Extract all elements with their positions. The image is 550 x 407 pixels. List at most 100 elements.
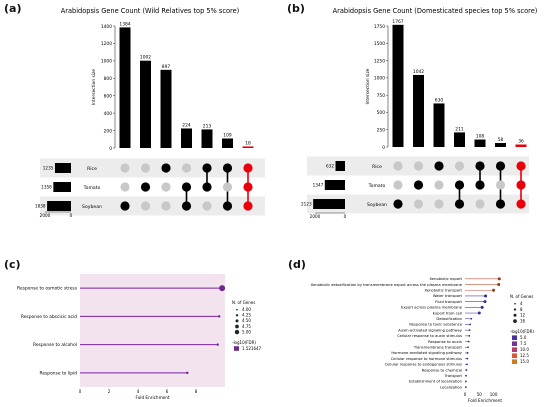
bar-highlight [242, 146, 254, 148]
matrix-dot-on [434, 161, 444, 171]
bar [433, 103, 445, 147]
bar-value-label: 36 [518, 139, 524, 145]
size-legend-label: 5.00 [242, 329, 251, 334]
color-legend-swatch [512, 341, 517, 346]
bar-value-label: 1767 [392, 19, 403, 25]
matrix-dot-on [181, 201, 192, 211]
size-legend-dot [514, 302, 516, 305]
color-legend-label: 12.5 [520, 353, 529, 358]
matrix-dot-off [181, 163, 192, 173]
bar [181, 128, 192, 148]
set-label: Rice [372, 164, 382, 170]
matrix-dot-on [222, 163, 233, 173]
set-label: Rice [87, 166, 97, 172]
panel-label-c: (c) [4, 258, 21, 271]
x-tick-label: 100 [490, 392, 498, 397]
set-size-bar [324, 180, 345, 190]
matrix-dot-on [243, 163, 253, 173]
plot-background [465, 276, 505, 390]
panel-label-d: (d) [288, 258, 306, 271]
bar-value-label: 630 [435, 97, 444, 103]
bar-highlight [515, 144, 527, 147]
bar-value-label: 897 [162, 64, 171, 70]
y-tick-label: 250 [377, 128, 386, 134]
upset-chart-b: Arabidopsis Gene Count (Domesticated spe… [301, 7, 537, 219]
bar [140, 60, 151, 148]
bar-value-label: 108 [476, 134, 485, 140]
set-size-bar [54, 163, 71, 173]
category-label: Establishment of localization [409, 380, 463, 384]
size-legend-label: 4.25 [242, 313, 251, 318]
set-size-label: 1347 [313, 183, 324, 188]
bar [454, 132, 465, 147]
color-legend-swatch [512, 353, 517, 358]
matrix-dot-off [120, 182, 130, 192]
matrix-dot-on [161, 163, 171, 173]
set-size-tick-label: 2000 [310, 214, 321, 219]
matrix-dot-off [413, 161, 424, 171]
matrix-dot-off [161, 182, 171, 192]
x-tick-label: 0 [464, 392, 467, 397]
y-tick-label: 1000 [374, 76, 385, 82]
lollipop-dot [477, 311, 481, 315]
bar [160, 69, 172, 148]
matrix-dot-on [516, 161, 526, 171]
lollipop-dot [480, 305, 484, 309]
set-size-label: 2123 [301, 202, 312, 207]
set-size-bar [313, 199, 345, 209]
y-tick-label: 800 [104, 76, 113, 82]
bar-value-label: 1042 [413, 69, 424, 75]
y-axis-label: Intersection size [91, 69, 97, 105]
panel-label-a: (a) [4, 2, 22, 15]
category-label: Export across plasma membrane [401, 306, 463, 310]
size-legend-title: N. of Genes [232, 300, 255, 305]
size-legend-dot [513, 319, 517, 323]
category-label: Response to osmotic stress [17, 286, 78, 292]
y-tick-label: 0 [382, 145, 385, 151]
category-label: Detoxification [436, 317, 462, 321]
matrix-dot-on [516, 199, 526, 209]
size-legend-title: N. of Genes [510, 294, 533, 299]
matrix-dot-off [475, 199, 485, 209]
matrix-dot-off [454, 161, 465, 171]
category-label: Response to alcohol [33, 342, 77, 348]
matrix-dot-on [495, 199, 506, 209]
matrix-dot-on [393, 199, 403, 209]
y-tick-label: 400 [104, 111, 113, 117]
lollipop-dot [464, 386, 467, 389]
matrix-dot-off [161, 201, 171, 211]
matrix-dot-on [181, 182, 192, 192]
category-label: Fluid transport [435, 300, 463, 304]
y-tick-label: 600 [104, 94, 113, 100]
lollipop-dot [468, 334, 471, 337]
color-legend-label: 7.5 [520, 341, 527, 346]
size-legend-dot [234, 329, 240, 335]
size-legend-dot [236, 308, 238, 311]
matrix-dot-off [140, 163, 151, 173]
set-size-label: 1235 [43, 166, 54, 171]
matrix-dot-off [222, 182, 233, 192]
lollipop-dot [218, 315, 221, 318]
category-label: Transmembrane transport [413, 346, 463, 350]
color-legend-swatch [234, 346, 239, 351]
color-legend-title: -log10(FDR) [232, 340, 256, 345]
bar-value-label: 1384 [119, 21, 130, 27]
set-size-bar [53, 182, 71, 192]
lollipop-dot [469, 323, 472, 326]
bar-value-label: 224 [182, 122, 191, 128]
bar-value-label: 109 [223, 133, 232, 139]
bar-value-label: 58 [498, 137, 504, 143]
category-label: Export from cell [433, 311, 462, 315]
lollipop-dot [470, 317, 473, 320]
size-legend-label: 4.75 [242, 324, 251, 329]
bar-value-label: 213 [203, 123, 212, 129]
category-label: Hormone-mediated signaling pathway [391, 351, 462, 355]
category-label: Localization [440, 385, 463, 389]
size-legend-label: 8 [520, 307, 523, 312]
matrix-dot-off [140, 201, 151, 211]
category-label: Xenobiotic detoxification by transmembra… [311, 283, 463, 287]
y-tick-label: 200 [104, 128, 113, 134]
matrix-dot-on [475, 161, 485, 171]
matrix-dot-on [454, 180, 465, 190]
category-label: Cellular response to endogenous stimulus [385, 363, 463, 367]
